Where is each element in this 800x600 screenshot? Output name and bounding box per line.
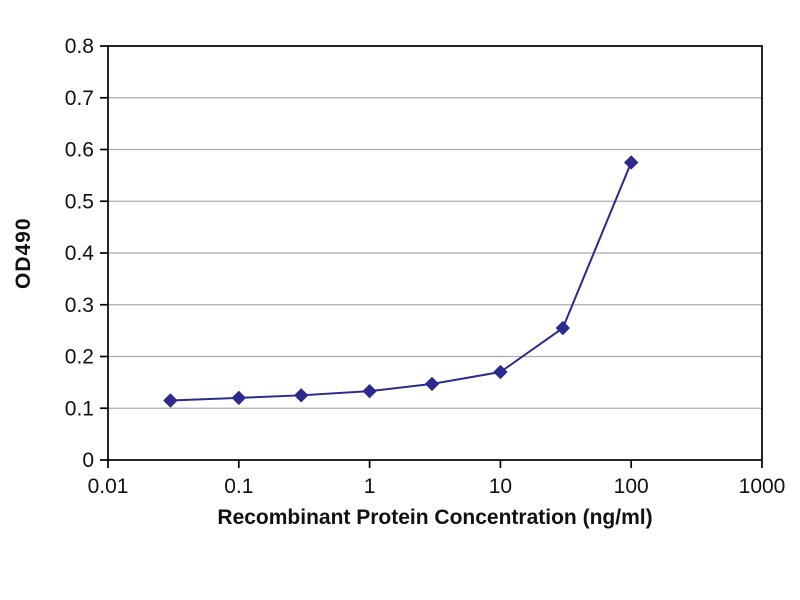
y-tick-label: 0.5 [65, 190, 94, 213]
y-tick-label: 0.3 [65, 294, 94, 317]
y-tick-label: 0.1 [65, 397, 94, 420]
data-point-marker[interactable] [424, 376, 440, 392]
y-tick-label: 0.2 [65, 346, 94, 369]
x-tick-label: 1000 [739, 475, 786, 498]
x-axis-title: Recombinant Protein Concentration (ng/ml… [217, 506, 653, 529]
series-line [170, 162, 633, 402]
x-tick-label: 100 [614, 475, 649, 498]
y-axis-title: OD490 [12, 217, 35, 289]
y-tick-label: 0.6 [65, 139, 94, 162]
data-point-marker[interactable] [163, 393, 178, 408]
y-tick-label: 0.8 [65, 35, 94, 58]
data-point-marker[interactable] [555, 320, 571, 336]
x-tick-label: 0.01 [88, 475, 129, 498]
x-tick-label: 10 [489, 475, 512, 498]
x-tick-label: 0.1 [224, 475, 253, 498]
data-point-marker[interactable] [623, 155, 639, 170]
data-point-marker[interactable] [231, 390, 247, 406]
y-tick-label: 0.4 [65, 242, 95, 265]
data-point-marker[interactable] [293, 388, 309, 403]
x-tick-label: 1 [364, 475, 376, 498]
data-point-marker[interactable] [493, 364, 508, 380]
data-point-marker[interactable] [362, 383, 377, 399]
y-tick-label: 0 [82, 449, 94, 472]
y-tick-label: 0.7 [65, 87, 94, 110]
